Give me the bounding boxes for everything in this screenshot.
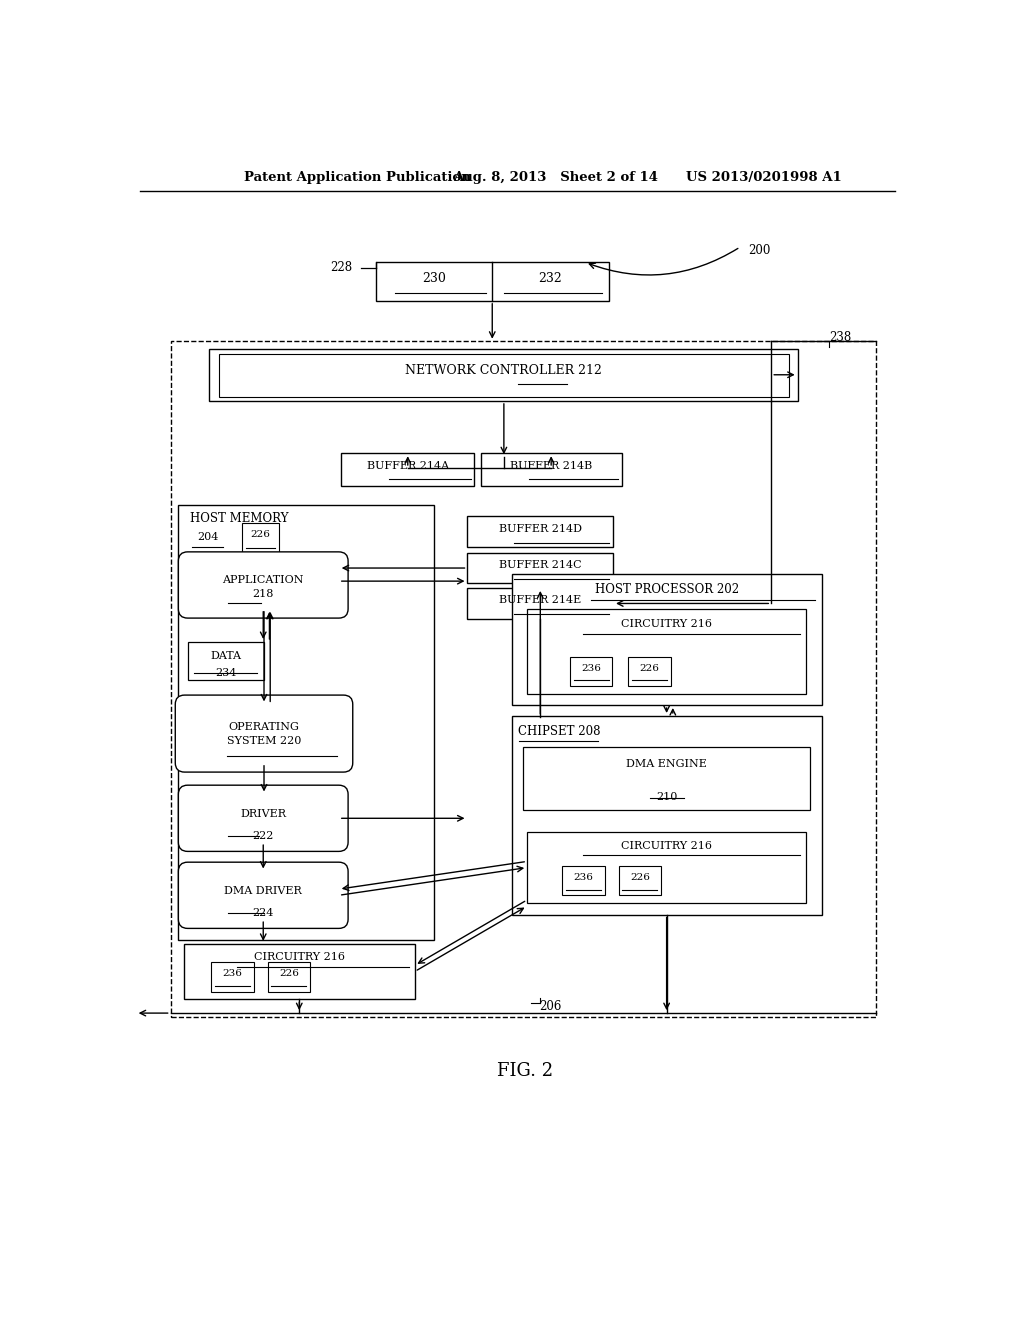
- Text: BUFFER 214E: BUFFER 214E: [499, 595, 582, 606]
- Text: 218: 218: [253, 589, 274, 599]
- Text: 232: 232: [539, 272, 562, 285]
- Text: BUFFER 214B: BUFFER 214B: [510, 461, 592, 471]
- Text: APPLICATION: APPLICATION: [222, 576, 304, 585]
- Text: 238: 238: [829, 330, 852, 343]
- FancyBboxPatch shape: [523, 747, 810, 810]
- FancyBboxPatch shape: [178, 506, 434, 940]
- Text: Patent Application Publication: Patent Application Publication: [245, 172, 471, 185]
- FancyBboxPatch shape: [376, 263, 608, 301]
- FancyBboxPatch shape: [171, 341, 876, 1016]
- Text: BUFFER 214D: BUFFER 214D: [499, 524, 582, 533]
- FancyBboxPatch shape: [562, 866, 604, 895]
- FancyBboxPatch shape: [341, 453, 474, 486]
- Text: HOST MEMORY: HOST MEMORY: [189, 512, 288, 525]
- FancyBboxPatch shape: [467, 589, 613, 619]
- FancyBboxPatch shape: [467, 553, 613, 583]
- Text: DATA: DATA: [210, 651, 241, 661]
- FancyBboxPatch shape: [512, 715, 821, 915]
- Text: 228: 228: [331, 261, 352, 275]
- FancyBboxPatch shape: [209, 348, 799, 401]
- Text: 226: 226: [630, 873, 650, 882]
- Text: 226: 226: [639, 664, 659, 673]
- Text: 226: 226: [279, 969, 299, 978]
- Text: Aug. 8, 2013   Sheet 2 of 14: Aug. 8, 2013 Sheet 2 of 14: [454, 172, 658, 185]
- FancyBboxPatch shape: [187, 642, 263, 681]
- Text: OPERATING: OPERATING: [228, 722, 299, 731]
- Text: 236: 236: [222, 969, 242, 978]
- FancyBboxPatch shape: [178, 785, 348, 851]
- Text: 222: 222: [253, 832, 274, 841]
- FancyBboxPatch shape: [175, 696, 352, 772]
- Text: HOST PROCESSOR 202: HOST PROCESSOR 202: [595, 583, 738, 597]
- FancyBboxPatch shape: [527, 609, 806, 693]
- FancyBboxPatch shape: [183, 944, 415, 999]
- FancyBboxPatch shape: [527, 832, 806, 903]
- Text: CIRCUITRY 216: CIRCUITRY 216: [622, 619, 712, 630]
- Text: SYSTEM 220: SYSTEM 220: [227, 735, 301, 746]
- FancyBboxPatch shape: [219, 354, 790, 397]
- FancyBboxPatch shape: [480, 453, 622, 486]
- FancyBboxPatch shape: [242, 524, 280, 553]
- Text: CIRCUITRY 216: CIRCUITRY 216: [622, 841, 712, 851]
- FancyBboxPatch shape: [618, 866, 662, 895]
- Text: DRIVER: DRIVER: [241, 809, 287, 818]
- Text: 234: 234: [215, 668, 237, 677]
- FancyBboxPatch shape: [178, 552, 348, 618]
- Text: 236: 236: [573, 873, 593, 882]
- Text: 226: 226: [251, 531, 270, 540]
- FancyBboxPatch shape: [628, 656, 671, 686]
- Text: US 2013/0201998 A1: US 2013/0201998 A1: [686, 172, 842, 185]
- Text: FIG. 2: FIG. 2: [497, 1061, 553, 1080]
- Text: CIRCUITRY 216: CIRCUITRY 216: [254, 952, 345, 962]
- FancyBboxPatch shape: [512, 574, 821, 705]
- Text: BUFFER 214A: BUFFER 214A: [367, 461, 449, 471]
- Text: DMA DRIVER: DMA DRIVER: [224, 886, 302, 896]
- Text: 224: 224: [253, 908, 274, 917]
- Text: 210: 210: [656, 792, 677, 803]
- Text: CHIPSET 208: CHIPSET 208: [518, 725, 601, 738]
- FancyBboxPatch shape: [467, 516, 613, 548]
- Text: BUFFER 214C: BUFFER 214C: [499, 560, 582, 570]
- FancyBboxPatch shape: [569, 656, 612, 686]
- Text: 230: 230: [422, 272, 446, 285]
- FancyBboxPatch shape: [211, 962, 254, 991]
- Text: 206: 206: [539, 1001, 561, 1014]
- Text: 204: 204: [198, 532, 218, 543]
- Text: DMA ENGINE: DMA ENGINE: [627, 759, 707, 768]
- FancyBboxPatch shape: [267, 962, 310, 991]
- Text: 236: 236: [582, 664, 601, 673]
- Text: NETWORK CONTROLLER 212: NETWORK CONTROLLER 212: [406, 364, 602, 378]
- Text: 200: 200: [748, 244, 770, 257]
- FancyBboxPatch shape: [178, 862, 348, 928]
